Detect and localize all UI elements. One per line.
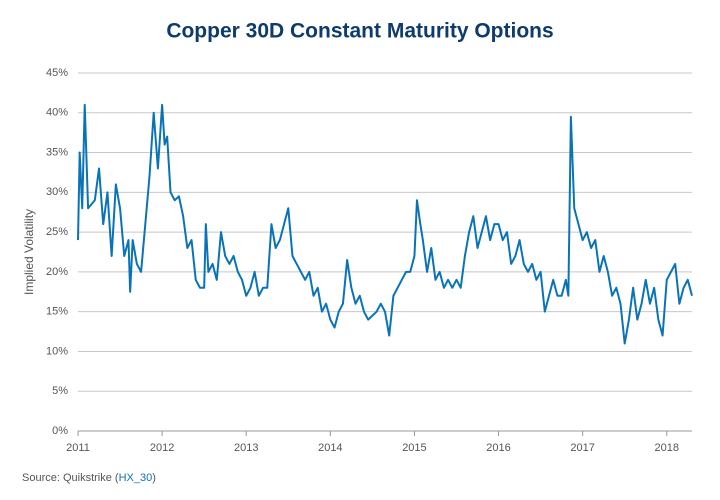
x-tick-label: 2013 <box>234 442 258 454</box>
source-link[interactable]: HX_30 <box>119 472 153 484</box>
x-tick-label: 2017 <box>570 442 594 454</box>
y-tick-label: 15% <box>46 306 68 318</box>
y-tick-label: 35% <box>46 146 68 158</box>
source: Source: Quikstrike (HX_30) <box>22 472 156 484</box>
x-tick-label: 2012 <box>150 442 174 454</box>
series-line <box>77 103 693 345</box>
source-prefix: Source: Quikstrike ( <box>22 472 119 484</box>
y-tick-label: 10% <box>46 345 68 357</box>
y-tick-label: 30% <box>46 186 68 198</box>
x-tick-label: 2015 <box>402 442 426 454</box>
y-tick-label: 20% <box>46 266 68 278</box>
source-suffix: ) <box>152 472 156 484</box>
y-tick-label: 5% <box>52 385 68 397</box>
x-tick-label: 2011 <box>66 442 90 454</box>
y-axis-label: Implied Volatility <box>22 209 36 295</box>
x-tick-label: 2018 <box>655 442 679 454</box>
y-tick-label: 0% <box>52 425 68 437</box>
chart-title: Copper 30D Constant Maturity Options <box>166 20 553 43</box>
x-tick-label: 2016 <box>486 442 510 454</box>
y-tick-label: 40% <box>46 107 68 119</box>
y-tick-label: 25% <box>46 226 68 238</box>
y-tick-label: 45% <box>46 67 68 79</box>
x-tick-label: 2014 <box>318 442 342 454</box>
